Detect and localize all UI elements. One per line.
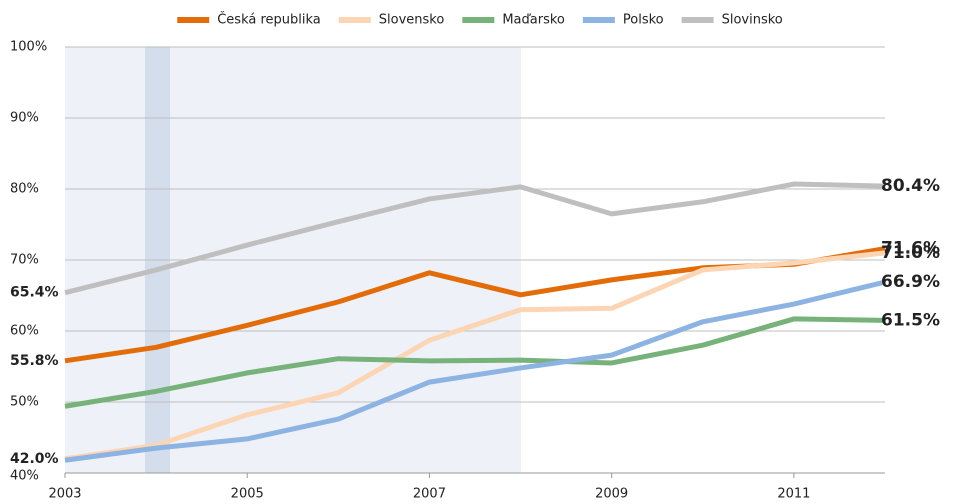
value-label: 71.0%	[881, 243, 940, 263]
value-label: 65.4%	[10, 285, 59, 301]
series-line	[64, 316, 886, 409]
x-tick-label: 2003	[48, 487, 81, 502]
series-line	[64, 250, 886, 462]
y-tick-label: 80%	[10, 182, 39, 197]
y-tick-label: 40%	[10, 469, 39, 484]
y-tick-label: 50%	[10, 395, 39, 410]
legend-label: Maďarsko	[502, 13, 565, 28]
legend-label: Slovinsko	[722, 13, 783, 28]
y-tick-label: 90%	[10, 111, 39, 126]
series-line	[64, 279, 886, 463]
legend-label: Slovensko	[379, 13, 445, 28]
value-label: 55.8%	[10, 353, 59, 369]
x-tick-label: 2009	[595, 487, 628, 502]
value-label: 42.0%	[10, 451, 59, 467]
legend-label: Polsko	[623, 13, 664, 28]
value-label: 61.5%	[881, 310, 940, 330]
y-tick-label: 60%	[10, 324, 39, 339]
series-line	[64, 181, 886, 296]
value-label: 71.6%	[881, 239, 940, 259]
y-tick-label: 70%	[10, 253, 39, 268]
value-label: 66.9%	[881, 272, 940, 292]
x-tick-label: 2011	[777, 487, 810, 502]
x-tick-label: 2007	[413, 487, 446, 502]
y-tick-label: 100%	[10, 40, 47, 55]
x-tick-label: 2005	[231, 487, 264, 502]
legend-label: Česká republika	[217, 12, 321, 28]
value-label: 80.4%	[881, 176, 940, 196]
